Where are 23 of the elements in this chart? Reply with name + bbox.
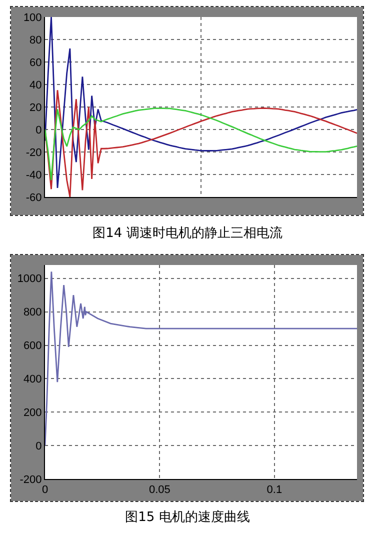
text: 图14 调速时电机的静止三相电流 [92, 225, 284, 242]
y-tick-label: 0 [36, 124, 42, 136]
y-tick-label: 800 [23, 306, 42, 319]
y-tick-label: 1000 [17, 273, 42, 286]
y-tick-label: 100 [23, 12, 42, 24]
text: 图15 电机的速度曲线 [124, 509, 251, 526]
line-series [45, 17, 357, 189]
y-tick-label: 0 [36, 440, 42, 452]
x-tick-label: 0.05 [149, 484, 170, 496]
line-series [45, 270, 357, 446]
x-tick-label: 0.1 [266, 484, 282, 496]
y-tick-label: 600 [23, 340, 42, 352]
y-tick-label: -40 [26, 169, 42, 182]
y-tick-label: 400 [23, 374, 42, 386]
y-tick-label: -20 [26, 146, 42, 159]
y-tick-label: 20 [30, 102, 42, 114]
y-tick-label: -60 [26, 192, 42, 204]
y-tick-label: 60 [30, 56, 42, 69]
line-series [45, 108, 357, 181]
y-tick-label: -200 [20, 474, 42, 486]
y-tick-label: 40 [30, 79, 42, 92]
y-tick-label: 80 [30, 34, 42, 46]
y-tick-label: 200 [23, 406, 42, 419]
